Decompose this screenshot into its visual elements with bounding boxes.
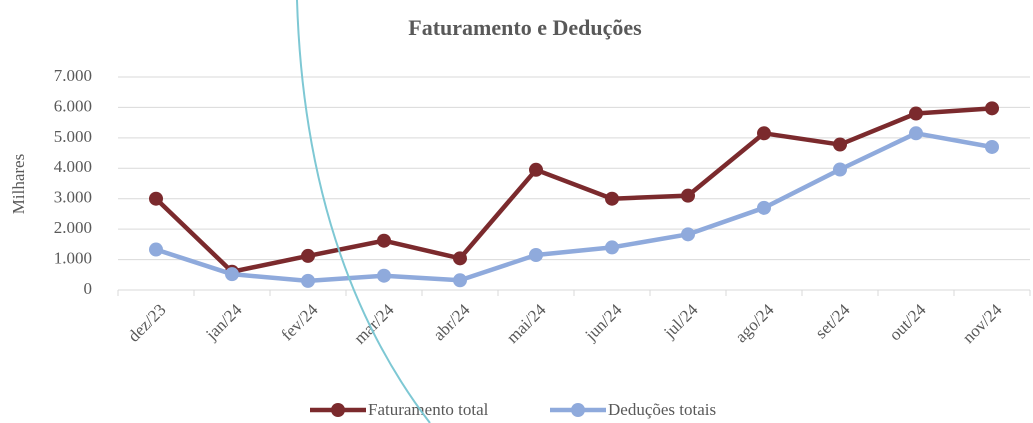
data-point [377,269,391,283]
x-tick-label: fev/24 [277,300,321,344]
data-point [833,163,847,177]
x-tick-label: jun/24 [581,300,626,345]
data-point [453,251,467,265]
y-tick-label: 0 [84,279,93,298]
data-point [529,248,543,262]
y-tick-label: 7.000 [54,66,92,85]
data-point [985,101,999,115]
x-tick-label: out/24 [885,300,930,345]
y-tick-label: 5.000 [54,127,92,146]
data-point [301,249,315,263]
x-tick-label: dez/23 [124,300,169,345]
data-point [149,243,163,257]
y-axis-label: Milhares [9,154,28,214]
y-tick-label: 2.000 [54,218,92,237]
data-point [377,234,391,248]
data-point [149,192,163,206]
x-tick-label: abr/24 [429,300,473,344]
y-tick-label: 1.000 [54,248,92,267]
series-line [156,133,992,281]
data-point [681,189,695,203]
legend-marker [331,403,345,417]
data-point [833,138,847,152]
data-point [757,126,771,140]
data-point [909,126,923,140]
data-point [757,201,771,215]
data-point [225,267,239,281]
chart: Faturamento e Deduções Milhares 0 1.000 2.… [0,0,1033,423]
legend-item: Faturamento total [310,400,489,419]
x-tick-label: ago/24 [731,300,778,347]
legend-label: Deduções totais [608,400,716,419]
legend-marker [571,403,585,417]
data-point [985,140,999,154]
data-point [909,107,923,121]
data-point [529,163,543,177]
chart-title: Faturamento e Deduções [408,15,642,40]
x-tick-label: mar/24 [350,300,398,348]
data-point [681,227,695,241]
x-tick-label: jan/24 [201,300,246,345]
data-point [605,192,619,206]
legend-label: Faturamento total [368,400,489,419]
x-tick-label: mai/24 [503,300,550,347]
x-tick-label: jul/24 [659,300,702,343]
data-point [605,240,619,254]
y-tick-label: 3.000 [54,188,92,207]
legend-item: Deduções totais [550,400,716,419]
y-tick-label: 6.000 [54,96,92,115]
series-line [156,108,992,271]
x-tick-label: nov/24 [959,300,1006,347]
decorative-arc [297,0,430,423]
y-tick-label: 4.000 [54,157,92,176]
page: Faturamento e Deduções Milhares 0 1.000 2.… [0,0,1033,423]
data-point [453,273,467,287]
x-tick-label: set/24 [811,300,854,343]
data-point [301,274,315,288]
